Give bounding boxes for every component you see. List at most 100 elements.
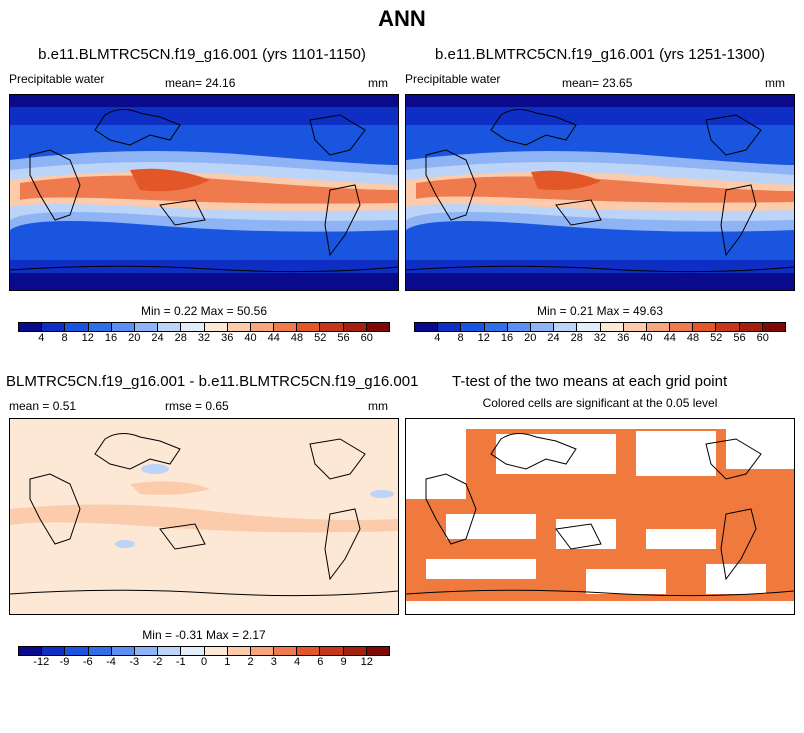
colorbar-diff-tick-label: 3 xyxy=(270,656,277,668)
colorbar-diff-swatch xyxy=(250,647,275,655)
colorbar-abs-tick-label: 28 xyxy=(570,332,583,344)
panel-subtitle-bottom-right: Colored cells are significant at the 0.0… xyxy=(482,396,718,410)
panel-title-top-right: b.e11.BLMTRC5CN.f19_g16.001 (yrs 1251-13… xyxy=(435,46,765,63)
colorbar-diff-swatch xyxy=(134,647,159,655)
colorbar-abs-swatch xyxy=(65,323,89,331)
colorbar-abs-tick-label: 16 xyxy=(500,332,514,344)
colorbar-diff-swatch xyxy=(42,647,66,655)
colorbar-diff-tick-label: 12 xyxy=(360,656,373,668)
colorbar-abs-swatch xyxy=(250,323,275,331)
colorbar-diff-swatch xyxy=(366,647,389,655)
variable-label-top-left: Precipitable water xyxy=(9,72,105,86)
colorbar-abs-swatch xyxy=(600,323,624,331)
map-top-right xyxy=(405,94,795,291)
colorbar-abs-swatch xyxy=(716,323,740,331)
colorbar-abs-swatch xyxy=(623,323,647,331)
colorbar-abs-tick-label: 60 xyxy=(360,332,373,344)
colorbar-diff-tick-label: -6 xyxy=(82,656,93,668)
colorbar-diff-swatch xyxy=(158,647,182,655)
colorbar-abs-swatch xyxy=(554,323,578,331)
colorbar-diff-tick-label: -4 xyxy=(106,656,116,668)
colorbar-abs-tick-label: 40 xyxy=(244,332,257,344)
colorbar-abs-tick-label: 8 xyxy=(61,332,68,344)
colorbar-abs-tick-label: 52 xyxy=(314,332,327,344)
colorbar-top-left: 4 8 12 16 20 24 28 32 36 40 44 48 52 56 60 xyxy=(18,322,390,346)
colorbar-abs-tick-label: 20 xyxy=(524,332,537,344)
mean-label-top-right: mean= 23.65 xyxy=(562,76,633,90)
colorbar-abs-swatch xyxy=(484,323,508,331)
colorbar-abs-tick-label: 4 xyxy=(38,332,45,344)
units-label-top-left: mm xyxy=(368,76,388,90)
colorbar-abs-tick-label: 52 xyxy=(710,332,723,344)
colorbar-abs-swatch xyxy=(438,323,462,331)
colorbar-abs-swatch xyxy=(204,323,228,331)
colorbar-diff-swatch xyxy=(88,647,112,655)
precipitable-water-field-2 xyxy=(406,95,794,290)
colorbar-abs-swatch xyxy=(343,323,367,331)
colorbar-diff-swatch xyxy=(320,647,344,655)
colorbar-diff-tick-label: 6 xyxy=(317,656,324,668)
colorbar-diff-swatch xyxy=(343,647,367,655)
colorbar-diff-swatch xyxy=(227,647,251,655)
panel-title-bottom-left: BLMTRC5CN.f19_g16.001 - b.e11.BLMTRC5CN.… xyxy=(6,373,419,390)
colorbar-diff-tick-label: -3 xyxy=(129,656,140,668)
colorbar-top-right: 4 8 12 16 20 24 28 32 36 40 44 48 52 56 60 xyxy=(414,322,786,346)
colorbar-diff-tick-label: 0 xyxy=(200,656,208,668)
colorbar-diff-tick-label: -1 xyxy=(175,656,186,668)
colorbar-abs-swatch xyxy=(42,323,66,331)
colorbar-abs-swatch xyxy=(670,323,694,331)
colorbar-abs-swatch xyxy=(88,323,112,331)
precipitable-water-field-1 xyxy=(10,95,398,290)
colorbar-abs-tick-label: 56 xyxy=(733,332,746,344)
panel-title-bottom-right: T-test of the two means at each grid poi… xyxy=(452,373,728,390)
colorbar-abs-tick-label: 24 xyxy=(151,332,164,344)
colorbar-diff-swatch xyxy=(19,647,43,655)
colorbar-abs-swatch xyxy=(297,323,321,331)
map-top-left xyxy=(9,94,399,291)
colorbar-abs-swatch xyxy=(158,323,182,331)
colorbar-abs-tick-label: 44 xyxy=(663,332,676,344)
colorbar-abs-tick-label: 16 xyxy=(104,332,118,344)
colorbar-abs-tick-label: 12 xyxy=(477,332,490,344)
ttest-significance-field xyxy=(406,419,794,614)
colorbar-diff-tick-label: -9 xyxy=(59,656,70,668)
units-label-bottom-left: mm xyxy=(368,399,388,413)
colorbar-abs-swatch xyxy=(461,323,485,331)
colorbar-abs-tick-label: 48 xyxy=(290,332,304,344)
colorbar-diff-swatch xyxy=(204,647,228,655)
colorbar-abs-swatch xyxy=(693,323,717,331)
colorbar-diff-tick-label: 2 xyxy=(247,656,254,668)
colorbar-abs-swatch xyxy=(507,323,531,331)
colorbar-abs-swatch xyxy=(320,323,344,331)
mean-label-top-left: mean= 24.16 xyxy=(165,76,236,90)
map-bottom-left xyxy=(9,418,399,615)
colorbar-abs-swatch xyxy=(739,323,763,331)
panel-title-top-left: b.e11.BLMTRC5CN.f19_g16.001 (yrs 1101-11… xyxy=(38,46,366,63)
colorbar-bottom-left: -12 -9 -6 -4 -3 -2 -1 0 1 2 3 4 6 9 12 xyxy=(18,646,390,670)
colorbar-abs-swatch xyxy=(415,323,439,331)
colorbar-abs-tick-label: 44 xyxy=(267,332,280,344)
minmax-top-left: Min = 0.22 Max = 50.56 xyxy=(140,304,268,318)
main-title: ANN xyxy=(378,6,426,31)
colorbar-abs-tick-label: 48 xyxy=(686,332,700,344)
colorbar-abs-tick-label: 12 xyxy=(81,332,94,344)
colorbar-diff-swatch xyxy=(274,647,298,655)
colorbar-diff-tick-label: 1 xyxy=(224,656,231,668)
colorbar-abs-tick-label: 20 xyxy=(128,332,141,344)
colorbar-diff-tick-label: -12 xyxy=(33,656,50,668)
map-bottom-right xyxy=(405,418,795,615)
colorbar-diff-swatch xyxy=(297,647,321,655)
colorbar-abs-tick-label: 40 xyxy=(640,332,653,344)
colorbar-abs-swatch xyxy=(19,323,43,331)
colorbar-abs-tick-label: 60 xyxy=(756,332,769,344)
colorbar-abs-swatch xyxy=(134,323,159,331)
colorbar-diff-tick-label: 9 xyxy=(340,656,347,668)
colorbar-diff-tick-label: -2 xyxy=(152,656,163,668)
colorbar-abs-swatch xyxy=(366,323,389,331)
colorbar-diff-swatch xyxy=(111,647,135,655)
colorbar-abs-tick-label: 8 xyxy=(457,332,464,344)
colorbar-abs-tick-label: 24 xyxy=(547,332,560,344)
colorbar-abs-tick-label: 32 xyxy=(593,332,607,344)
colorbar-abs-tick-label: 36 xyxy=(221,332,234,344)
colorbar-abs-tick-label: 36 xyxy=(617,332,630,344)
